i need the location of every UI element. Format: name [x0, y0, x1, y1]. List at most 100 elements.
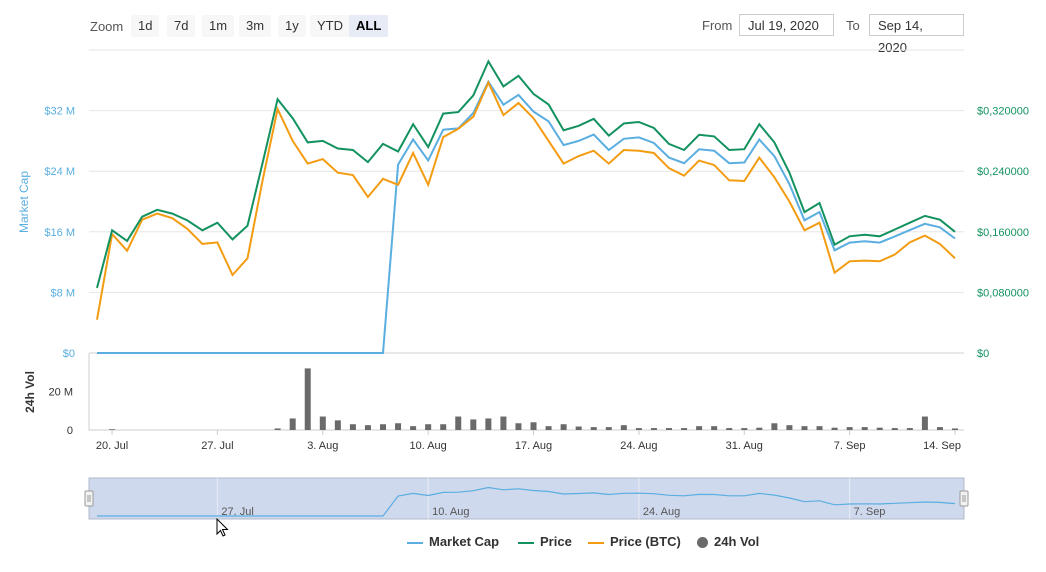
left-axis-tick-label: $16 M — [44, 227, 75, 239]
volume-tick-label: 0 — [67, 425, 73, 437]
left-axis-tick-label: $0 — [63, 348, 75, 360]
volume-bar — [500, 416, 507, 430]
volume-axis-title: 24h Vol — [23, 371, 37, 413]
volume-bar — [891, 428, 898, 430]
volume-bar — [515, 423, 522, 430]
legend-item-market-cap[interactable]: Market Cap — [407, 534, 499, 549]
legend-label-price: Price — [540, 534, 572, 549]
volume-bar — [831, 427, 838, 430]
volume-bar — [786, 425, 793, 430]
volume-bar — [681, 428, 688, 430]
volume-bar — [485, 418, 492, 430]
range-toolbar: Zoom 1d 7d 1m 3m 1y YTD ALL From Jul 19,… — [0, 0, 1046, 55]
volume-bar — [861, 427, 868, 430]
volume-bar — [289, 418, 296, 430]
legend-item-price[interactable]: Price — [518, 534, 572, 549]
volume-bar — [560, 424, 567, 430]
x-axis-tick-label: 20. Jul — [96, 440, 128, 452]
price-line — [96, 59, 956, 289]
volume-bar — [921, 416, 928, 430]
volume-bar — [952, 428, 958, 430]
volume-bar — [470, 419, 477, 430]
volume-bar — [319, 416, 326, 430]
volume-bar — [410, 426, 417, 430]
navigator-series-line — [97, 486, 956, 517]
volume-bar — [590, 427, 597, 430]
legend-label-price-btc: Price (BTC) — [610, 534, 681, 549]
x-axis-tick-label: 17. Aug — [515, 440, 552, 452]
zoom-all-button[interactable]: ALL — [349, 15, 389, 37]
volume-bar — [349, 424, 356, 430]
price-chart: $0 $0 $8 M $0,080000 $16 M $0,160000 $24 M $0,2… — [17, 49, 1029, 520]
navigator-right-handle[interactable] — [959, 490, 969, 507]
from-date-input[interactable]: Jul 19, 2020 — [739, 14, 834, 36]
navigator-tick-label: 27. Jul — [221, 506, 253, 518]
x-axis-tick-label: 3. Aug — [307, 440, 338, 452]
volume-bar — [846, 427, 853, 430]
right-axis-tick-label: $0,080000 — [977, 287, 1029, 299]
mouse-cursor-icon — [216, 518, 229, 537]
right-axis-tick-label: $0,320000 — [977, 106, 1029, 118]
volume-bar — [816, 426, 823, 430]
zoom-1d-button[interactable]: 1d — [131, 15, 160, 37]
legend-item-price-btc[interactable]: Price (BTC) — [588, 534, 681, 549]
volume-bar — [801, 426, 808, 430]
zoom-1m-button[interactable]: 1m — [202, 15, 235, 37]
volume-bar — [936, 427, 943, 430]
volume-bar — [455, 416, 462, 430]
volume-bar — [620, 425, 627, 430]
navigator-left-handle[interactable] — [84, 490, 94, 507]
legend-label-market-cap: Market Cap — [429, 534, 500, 549]
legend-label-24h-vol: 24h Vol — [714, 534, 760, 549]
right-axis-tick-label: $0,240000 — [977, 166, 1029, 178]
zoom-label: Zoom — [90, 19, 124, 34]
left-axis-tick-label: $8 M — [51, 287, 75, 299]
from-label: From — [702, 18, 733, 33]
x-axis-tick-label: 24. Aug — [620, 440, 657, 452]
left-axis-tick-label: $32 M — [44, 106, 75, 118]
volume-bar — [876, 427, 883, 430]
zoom-3m-button[interactable]: 3m — [239, 15, 272, 37]
navigator-tick-label: 10. Aug — [432, 506, 469, 518]
x-axis-tick-label: 14. Sep — [923, 440, 961, 452]
zoom-ytd-button[interactable]: YTD — [310, 15, 350, 37]
to-date-input[interactable]: Sep 14, 2020 — [869, 14, 964, 55]
legend-item-24h-vol[interactable]: 24h Vol — [697, 534, 759, 549]
x-axis-tick-label: 7. Sep — [834, 440, 866, 452]
volume-bar — [425, 424, 432, 430]
volume-bar — [545, 426, 552, 430]
volume-bar — [575, 426, 582, 430]
volume-bar — [605, 427, 612, 430]
x-axis-tick-label: 31. Aug — [726, 440, 763, 452]
volume-tick-label: 20 M — [49, 387, 73, 399]
chart-legend: Market Cap Price Price (BTC) 24h Vol — [0, 534, 1046, 554]
volume-bar — [696, 426, 703, 430]
volume-bar — [530, 422, 537, 430]
volume-bar — [726, 428, 733, 430]
x-axis-tick-label: 10. Aug — [409, 440, 446, 452]
right-axis-tick-label: $0 — [977, 348, 989, 360]
volume-bar — [109, 429, 116, 430]
volume-bar — [635, 428, 642, 430]
left-axis-tick-label: $24 M — [44, 166, 75, 178]
volume-bar — [711, 426, 718, 430]
x-axis-tick-label: 27. Jul — [201, 440, 233, 452]
volume-bar — [304, 368, 311, 430]
navigator-tick-label: 7. Sep — [854, 506, 886, 518]
volume-bar — [756, 427, 763, 430]
price-btc-line — [96, 80, 956, 320]
volume-bar — [771, 423, 778, 430]
volume-bar — [666, 428, 672, 430]
zoom-7d-button[interactable]: 7d — [167, 15, 196, 37]
volume-bar — [650, 428, 657, 430]
volume-bar — [906, 428, 913, 430]
right-axis-tick-label: $0,160000 — [977, 227, 1029, 239]
navigator-selection — [88, 477, 965, 520]
volume-bar — [440, 424, 447, 430]
market-cap-line — [97, 79, 956, 354]
volume-bar — [274, 428, 281, 430]
volume-bar — [380, 424, 386, 430]
volume-bar — [741, 428, 748, 430]
volume-bar — [334, 420, 341, 430]
zoom-1y-button[interactable]: 1y — [278, 15, 306, 37]
